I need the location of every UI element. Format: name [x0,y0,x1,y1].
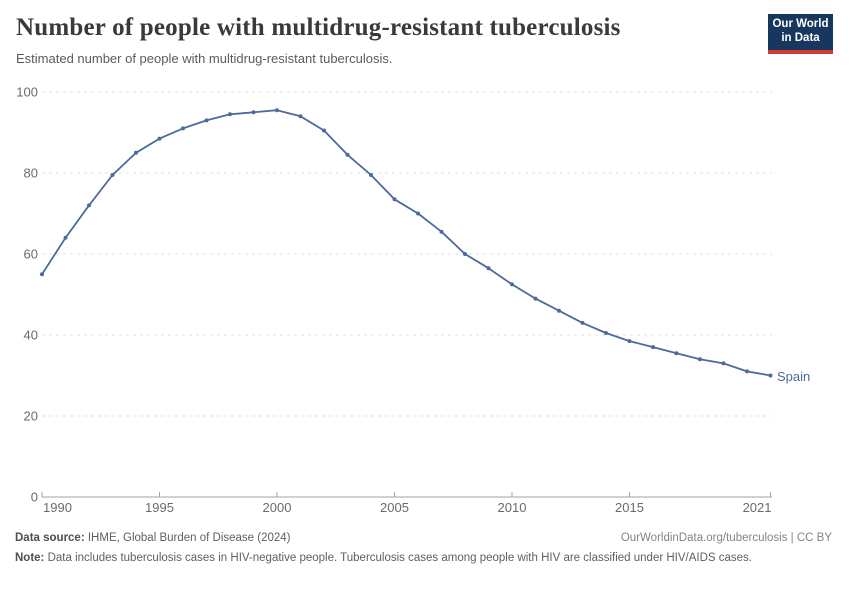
owid-logo-line2: in Data [781,32,820,44]
note-text: Data includes tuberculosis cases in HIV-… [44,551,753,564]
data-point-1999[interactable] [251,110,256,115]
x-tick-label-1995: 1995 [145,500,174,515]
data-point-1996[interactable] [181,126,185,131]
chart-footer: Data source: IHME, Global Burden of Dise… [15,530,832,566]
data-point-1992[interactable] [87,203,91,208]
x-tick-label-2021: 2021 [743,500,772,515]
x-tick-label-2000: 2000 [263,500,292,515]
y-tick-label-100: 100 [16,85,38,100]
page-title: Number of people with multidrug-resistan… [16,14,621,41]
data-source-label: Data source: [15,532,85,544]
owid-logo[interactable]: Our World in Data [768,14,833,54]
data-point-1998[interactable] [228,112,232,117]
data-point-2018[interactable] [698,357,702,362]
data-point-2017[interactable] [674,351,679,356]
data-point-2011[interactable] [533,296,538,301]
data-point-2019[interactable] [721,361,726,366]
y-tick-label-0: 0 [31,490,38,505]
chart-subtitle: Estimated number of people with multidru… [16,51,393,66]
data-point-1991[interactable] [63,235,68,240]
series-label-spain[interactable]: Spain [777,369,811,384]
x-tick-label-2010: 2010 [498,500,527,515]
data-point-2021[interactable] [768,373,773,378]
data-point-2008[interactable] [463,252,467,256]
x-tick-label-1990: 1990 [43,500,72,515]
data-point-2005[interactable] [392,197,397,202]
data-point-1997[interactable] [204,118,209,123]
x-tick-label-2015: 2015 [615,500,644,515]
data-point-2020[interactable] [745,369,749,374]
data-point-2015[interactable] [627,339,632,344]
data-point-2013[interactable] [580,320,585,325]
data-point-1990[interactable] [40,272,44,277]
note-label: Note: [15,551,45,564]
data-point-2002[interactable] [322,128,326,133]
y-tick-label-80: 80 [24,166,38,181]
data-point-2001[interactable] [298,114,303,119]
data-point-2007[interactable] [439,229,444,234]
data-point-1993[interactable] [110,173,115,177]
data-point-2006[interactable] [416,211,420,216]
license-link[interactable]: OurWorldinData.org/tuberculosis | CC BY [620,532,832,544]
data-point-2009[interactable] [486,266,491,271]
data-point-1995[interactable] [157,136,162,141]
line-series-spain[interactable] [41,109,772,377]
data-point-2016[interactable] [651,345,655,350]
data-point-2010[interactable] [510,282,514,287]
data-point-2014[interactable] [604,331,608,335]
x-tick-label-2005: 2005 [380,500,409,515]
note-line: Note: Data includes tuberculosis cases i… [15,550,767,567]
data-source-line: Data source: IHME, Global Burden of Dise… [15,530,291,547]
data-source-text: IHME, Global Burden of Disease (2024) [84,532,291,544]
data-point-2004[interactable] [369,173,373,177]
y-tick-label-40: 40 [24,328,38,343]
data-point-1994[interactable] [134,150,138,155]
data-point-2000[interactable] [275,108,279,113]
data-point-2003[interactable] [345,152,350,157]
owid-logo-line1: Our World [772,18,829,30]
y-tick-label-20: 20 [24,409,38,424]
y-tick-label-60: 60 [24,247,38,262]
data-point-2012[interactable] [557,308,561,313]
line-chart-plot: 0 20 40 60 80 100 1990 1995 2000 2005 2010 2015 2021 [16,85,773,515]
